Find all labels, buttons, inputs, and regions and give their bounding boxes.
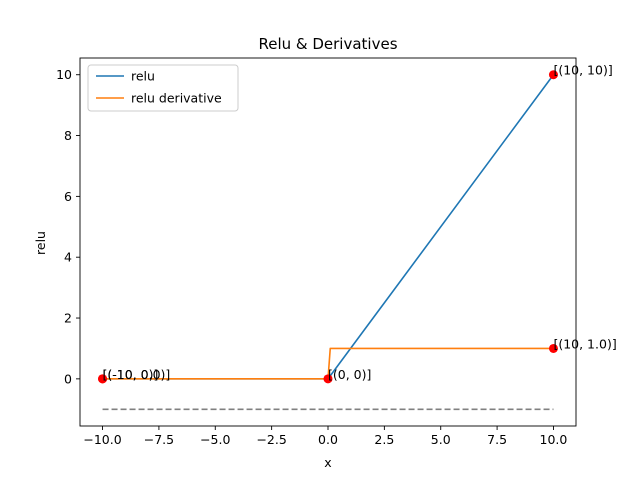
x-tick-label-4: 0.0 (318, 432, 338, 447)
x-tick-label-1: −7.5 (144, 432, 174, 447)
legend-box (87, 64, 239, 112)
data-point-2 (323, 374, 333, 384)
data-point-1 (98, 374, 108, 384)
y-tick-label-0: 0 (64, 371, 72, 386)
x-tick-label-8: 10.0 (540, 432, 568, 447)
chart-title: Relu & Derivatives (258, 35, 397, 53)
y-axis-label: relu (33, 231, 48, 255)
legend-label-1: relu derivative (131, 91, 222, 106)
data-point-3 (548, 70, 558, 80)
y-tick-label-1: 2 (64, 311, 72, 326)
point-annotation-2: [(0, 0)] (328, 367, 371, 382)
point-annotation-4: [(10, 1.0)] (553, 336, 616, 351)
point-annotation-3: [(10, 10)] (553, 63, 612, 78)
series-line-1 (102, 347, 554, 380)
x-axis-label: x (324, 455, 331, 470)
point-annotation-0: [(-10, 0)] (103, 367, 159, 382)
y-tick-label-3: 6 (64, 189, 72, 204)
x-tick-label-6: 5.0 (431, 432, 451, 447)
legend: relu relu derivative (87, 64, 239, 112)
plot-area: [(-10, 0)][(-10, 0.0)] [(0, 0)] [(10, 10)]… (56, 57, 617, 447)
y-tick-label-4: 8 (64, 128, 72, 143)
y-tick-label-5: 10 (56, 67, 72, 82)
x-tick-label-2: −5.0 (200, 432, 230, 447)
x-tick-label-0: −10.0 (83, 432, 121, 447)
x-tick-label-7: 7.5 (487, 432, 507, 447)
x-tick-label-5: 2.5 (374, 432, 394, 447)
point-annotation-1: [(-10, 0.0)] (103, 367, 171, 382)
y-tick-label-2: 4 (64, 250, 72, 265)
legend-label-0: relu (131, 69, 155, 84)
x-tick-label-3: −2.5 (256, 432, 286, 447)
data-point-4 (548, 343, 558, 353)
